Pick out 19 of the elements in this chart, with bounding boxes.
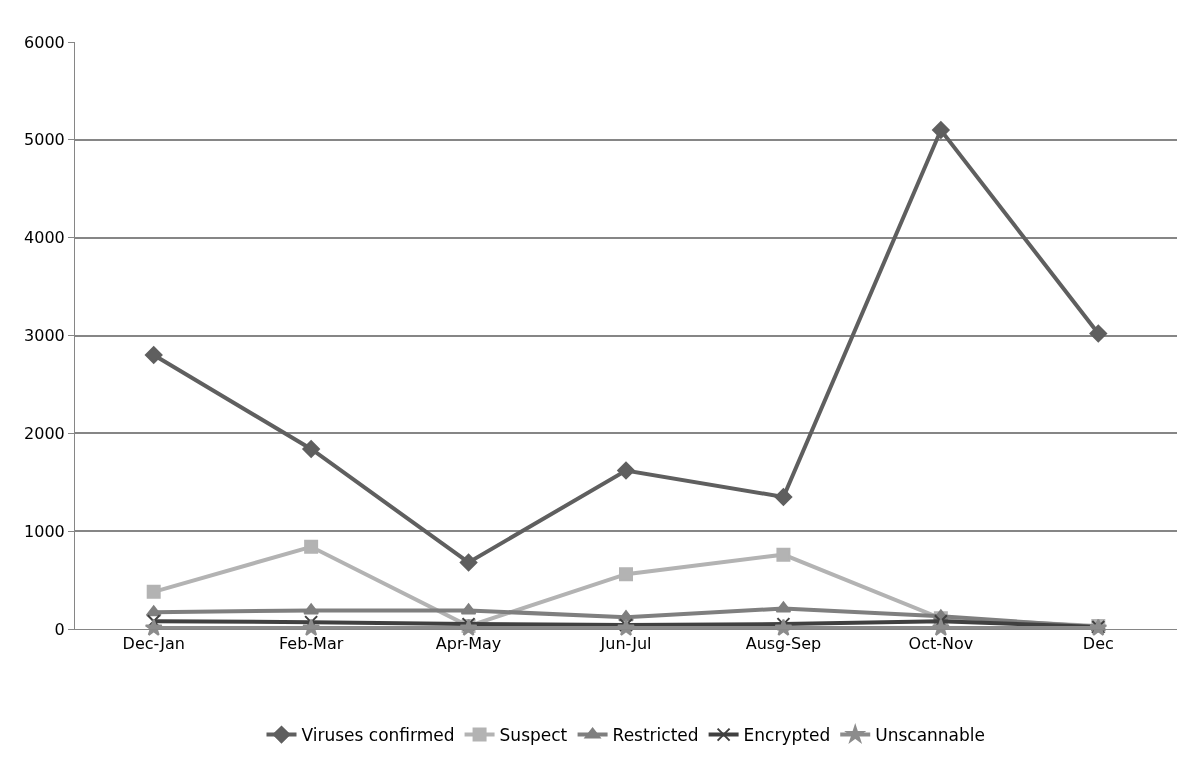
x-tick-label: Apr-May [435, 634, 502, 654]
legend-label: Suspect [499, 725, 568, 746]
legend-label: Viruses confirmed [301, 725, 455, 746]
legend-label: Restricted [612, 725, 699, 746]
legend-label: Unscannable [875, 725, 985, 746]
y-tick-label: 2000 [24, 423, 65, 443]
y-tick-label: 4000 [24, 228, 65, 248]
y-tick-label: 1000 [24, 521, 65, 541]
y-tick-label: 0 [54, 619, 65, 639]
legend-label: Encrypted [743, 725, 831, 746]
x-tick-label: Oct-Nov [908, 634, 974, 654]
x-tick-label: Ausg-Sep [745, 634, 822, 654]
x-tick-label: Dec-Jan [122, 634, 185, 654]
y-tick-label: 5000 [24, 130, 65, 150]
x-tick-label: Dec [1082, 634, 1114, 654]
x-tick-label: Jun-Jul [599, 634, 652, 654]
y-tick-label: 6000 [24, 32, 65, 52]
x-tick-label: Feb-Mar [278, 634, 344, 654]
y-tick-label: 3000 [24, 326, 65, 346]
